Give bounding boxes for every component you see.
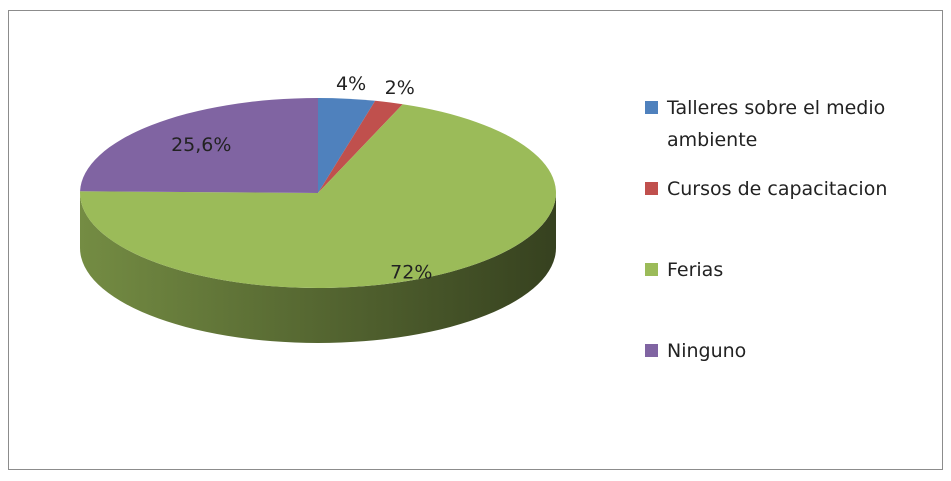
legend-item: Ferias (645, 254, 935, 335)
legend-item: Cursos de capacitacion (645, 173, 935, 254)
slice (80, 98, 318, 193)
legend-label: Ninguno (667, 340, 747, 362)
legend: Talleres sobre el medio ambiente Cursos d… (645, 92, 935, 416)
slice (80, 104, 556, 288)
legend-swatch (645, 263, 658, 276)
slice (318, 98, 376, 193)
slice (318, 100, 403, 193)
legend-label: Talleres sobre el medio ambiente (667, 97, 886, 151)
legend-swatch (645, 182, 658, 195)
legend-item: Ninguno (645, 335, 935, 416)
data-label: 25,6% (171, 134, 231, 156)
data-label: 2% (385, 77, 415, 99)
legend-label: Ferias (667, 259, 724, 281)
legend-swatch (645, 101, 658, 114)
data-label: 4% (336, 73, 366, 95)
slice-side (80, 193, 556, 343)
data-label: 72% (390, 261, 432, 283)
legend-swatch (645, 344, 658, 357)
legend-item: Talleres sobre el medio ambiente (645, 92, 935, 173)
legend-label: Cursos de capacitacion (667, 178, 888, 200)
